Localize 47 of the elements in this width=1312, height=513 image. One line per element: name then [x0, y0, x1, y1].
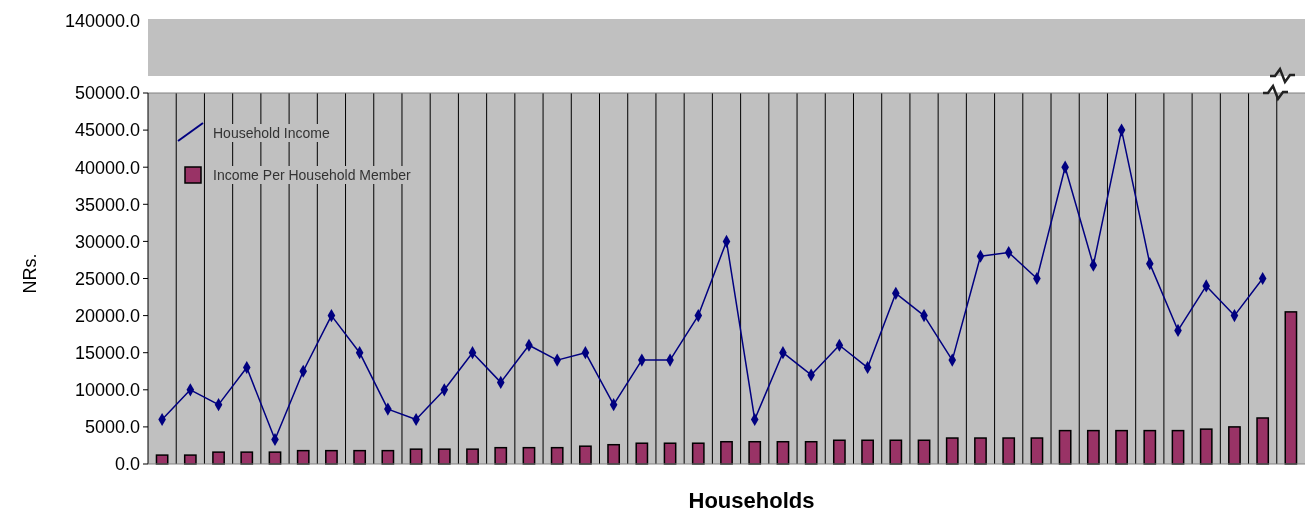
y-tick-label: 30000.0: [74, 231, 140, 252]
y-axis-title: NRs.: [20, 253, 40, 294]
bar: [437, 448, 451, 465]
y-tick-label: 5000.0: [84, 417, 140, 438]
bar: [1284, 311, 1298, 465]
bar: [494, 446, 508, 465]
bar: [1143, 429, 1157, 465]
bar: [1256, 417, 1270, 465]
bar: [381, 449, 395, 465]
bar: [635, 442, 649, 465]
bar: [325, 449, 338, 465]
text: 140000.0: [64, 11, 140, 32]
bar: [607, 443, 621, 465]
bar: [889, 439, 903, 465]
bar: [296, 449, 310, 465]
x-axis-title: Households: [688, 488, 815, 513]
y-tick-label: 45000.0: [74, 120, 140, 141]
y-tick-label: 10000.0: [74, 380, 140, 401]
y-tick-label: 20000.0: [74, 305, 140, 326]
bar: [1115, 429, 1128, 465]
bar: [832, 439, 846, 465]
legend-label: Income Per Household Member: [213, 166, 411, 183]
bar: [1199, 428, 1213, 465]
bar: [1086, 429, 1100, 465]
y-tick-label: 15000.0: [74, 343, 140, 363]
bar: [1058, 429, 1072, 465]
bar: [691, 442, 705, 465]
bar: [1228, 426, 1241, 465]
bar: [804, 440, 818, 465]
y-tick-label: 35000.0: [74, 194, 140, 215]
y-tick-label: 25000.0: [74, 268, 140, 289]
bar: [861, 439, 874, 465]
bar: [550, 446, 564, 465]
bar: [240, 451, 254, 465]
legend-label: Household Income: [213, 124, 330, 141]
y-tick-label: 0.0: [114, 454, 140, 475]
bar: [720, 440, 733, 465]
bar: [212, 451, 225, 465]
bar: [748, 440, 762, 465]
bar: [945, 437, 959, 465]
bar: [353, 449, 367, 465]
bar: [1002, 437, 1016, 465]
y-tick-label: 40000.0: [74, 157, 140, 178]
bar: [579, 445, 592, 465]
bar: [974, 437, 987, 465]
bar: [466, 448, 479, 465]
y-tick-label: 50000.0: [74, 83, 140, 104]
